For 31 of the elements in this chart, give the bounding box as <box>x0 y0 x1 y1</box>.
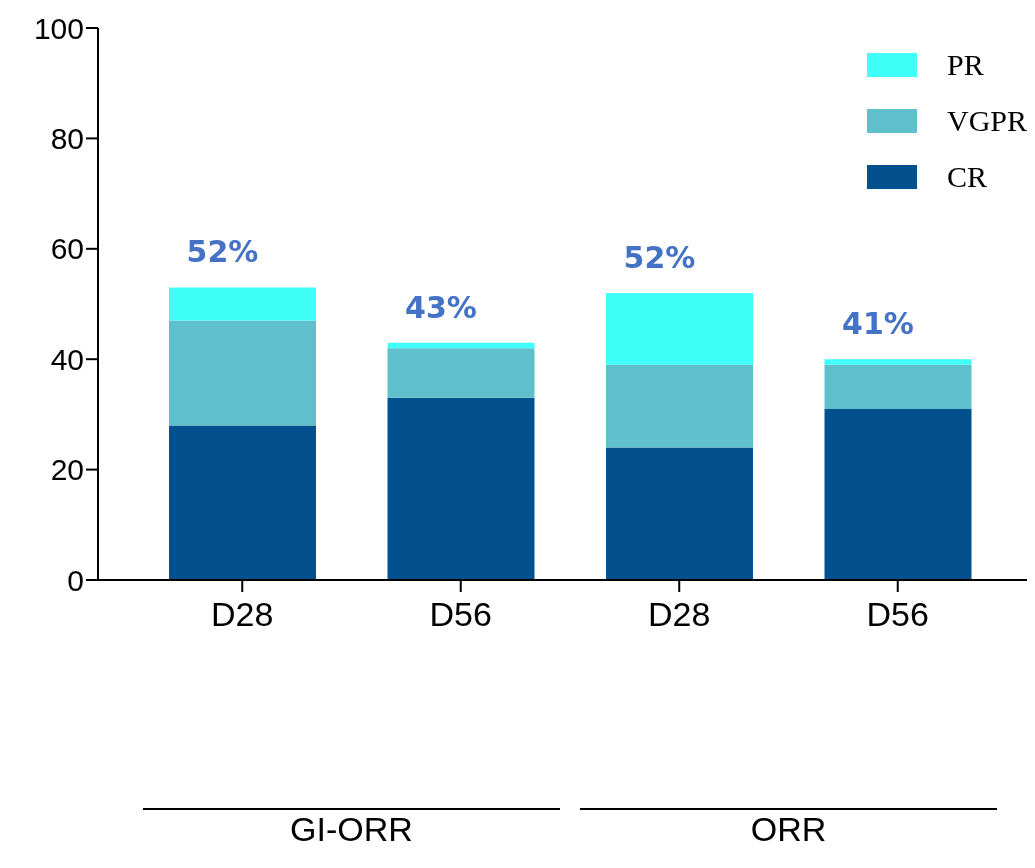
legend-label: VGPR <box>946 104 1027 138</box>
y-tick-label: 80 <box>50 122 84 156</box>
y-tick-label: 60 <box>50 232 84 266</box>
y-tick-label: 20 <box>50 453 84 487</box>
total-label: 52% <box>186 234 259 270</box>
bar <box>606 447 753 580</box>
y-tick-label: 100 <box>33 11 84 45</box>
bar <box>824 364 972 409</box>
bar <box>824 359 972 365</box>
bar <box>824 408 972 580</box>
bar <box>606 364 753 448</box>
x-tick-label: D28 <box>211 595 274 634</box>
legend-label: CR <box>946 160 987 194</box>
bar <box>169 425 316 580</box>
bar <box>169 320 316 426</box>
x-tick-label: D28 <box>648 595 711 634</box>
legend-label: PR <box>946 48 984 82</box>
bar <box>387 348 535 398</box>
text: GI-ORR <box>289 810 414 849</box>
bar <box>387 342 535 349</box>
total-label: 52% <box>623 239 696 275</box>
bar <box>606 292 753 365</box>
bar <box>169 287 316 321</box>
total-label: 43% <box>405 289 477 325</box>
text: ORR <box>749 810 828 849</box>
y-tick-label: 0 <box>67 563 84 597</box>
total-label: 41% <box>842 306 914 342</box>
x-tick-label: D56 <box>866 595 929 634</box>
y-tick-label: 40 <box>50 342 84 376</box>
x-tick-label: D56 <box>429 595 492 634</box>
bar <box>387 397 535 580</box>
